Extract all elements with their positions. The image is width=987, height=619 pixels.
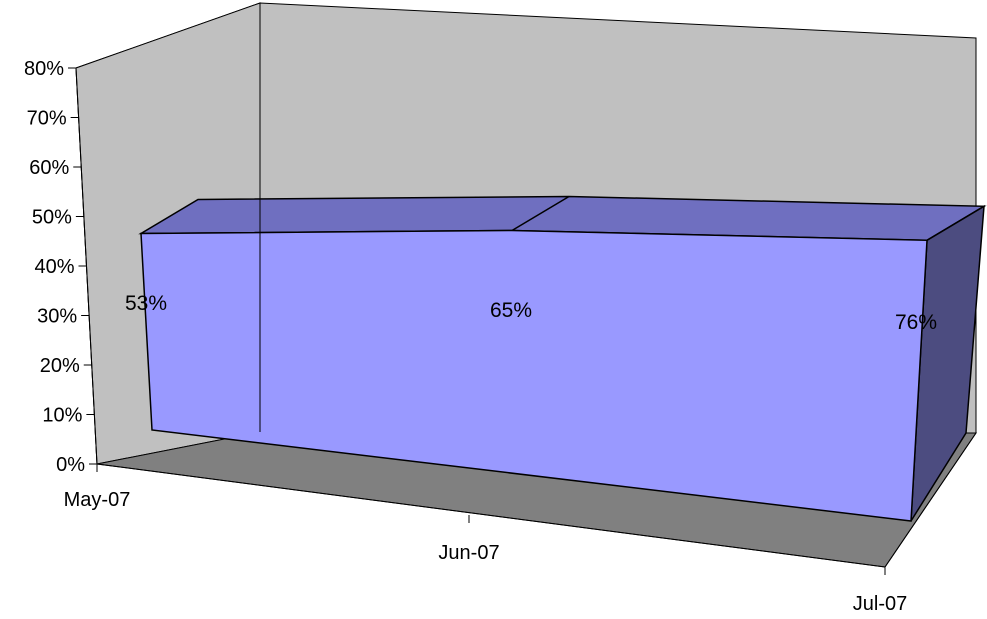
- y-tick-label: 40%: [34, 256, 74, 278]
- y-tick-label: 20%: [40, 355, 80, 377]
- data-series: [138, 195, 987, 522]
- data-label: 65%: [490, 299, 532, 322]
- axes: 0% 10% 20% 30% 40% 50% 60% 70% 80% May-07 Jun-07 Ju…: [24, 58, 977, 615]
- area-front-face: [140, 229, 928, 522]
- y-tick-label: 50%: [32, 207, 72, 229]
- data-label: 53%: [125, 292, 167, 315]
- area-top-seam: [511, 195, 570, 232]
- x-tick-label: Jul-07: [853, 593, 907, 615]
- data-labels: 53% 65% 76%: [125, 292, 937, 334]
- y-tick-label: 0%: [56, 454, 85, 476]
- x-axis-line: [96, 463, 886, 568]
- y-tick-label: 30%: [37, 306, 77, 328]
- data-label: 76%: [895, 311, 937, 334]
- floor-edge: [884, 432, 977, 568]
- y-tick-label: 70%: [27, 108, 67, 130]
- y-tick-label: 60%: [29, 157, 69, 179]
- y-tick-label: 80%: [24, 58, 64, 80]
- x-tick-label: May-07: [64, 489, 131, 511]
- y-tick-label: 10%: [42, 405, 82, 427]
- x-tick-label: Jun-07: [438, 542, 499, 564]
